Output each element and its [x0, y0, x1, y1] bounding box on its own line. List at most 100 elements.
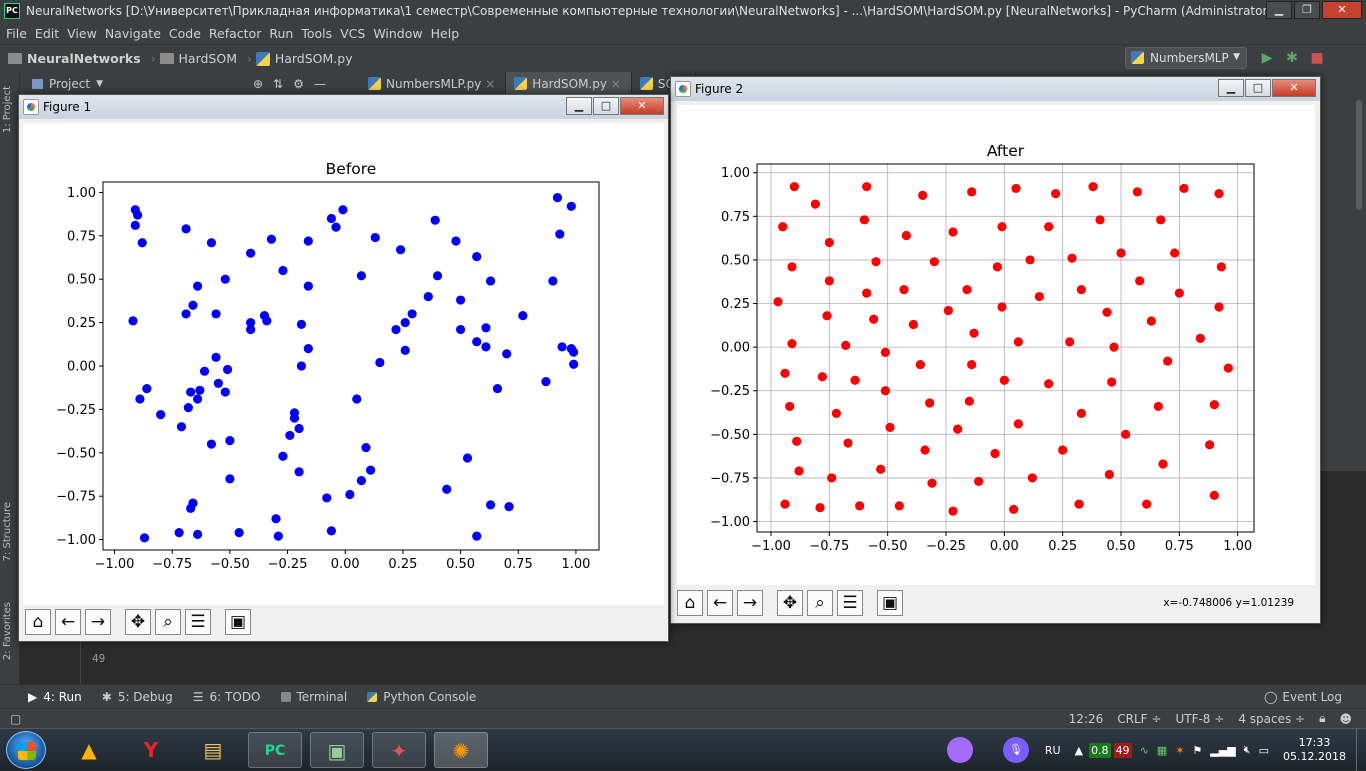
start-button[interactable] [6, 731, 46, 769]
pan-icon[interactable]: ✥ [125, 609, 151, 635]
menu-view[interactable]: View [67, 25, 97, 41]
debug-icon[interactable]: ✱ [1286, 50, 1298, 66]
chevron-down-icon[interactable]: ▼ [96, 78, 103, 89]
zoom-icon[interactable]: ⌕ [155, 609, 181, 635]
language-indicator[interactable]: RU [1044, 743, 1061, 757]
hide-icon[interactable]: — [313, 76, 326, 91]
avast-icon[interactable]: ▲ [81, 738, 97, 762]
indent-setting[interactable]: 4 spaces ÷ [1238, 711, 1306, 726]
project-panel-label[interactable]: Project [49, 76, 91, 91]
zoom-icon[interactable]: ⌕ [807, 590, 833, 616]
breadcrumb-project[interactable]: NeuralNetworks [8, 51, 141, 66]
back-icon[interactable]: ← [707, 590, 733, 616]
maximize-icon[interactable]: □ [593, 97, 619, 115]
line-separator[interactable]: CRLF ÷ [1117, 711, 1162, 726]
locate-icon[interactable]: ⊕ [252, 76, 264, 91]
layout-toggle-icon[interactable]: ▢ [10, 712, 22, 726]
avast-tray-icon[interactable]: ✶ [1175, 743, 1185, 757]
editor-scrollbar[interactable] [1356, 100, 1362, 210]
menu-refactor[interactable]: Refactor [208, 25, 262, 41]
menu-vcs[interactable]: VCS [340, 25, 366, 41]
forward-icon[interactable]: → [85, 609, 111, 635]
figure-2-title-bar[interactable]: Figure 2 ▁ □ ✕ [671, 77, 1320, 101]
menu-run[interactable]: Run [269, 25, 294, 41]
menu-file[interactable]: File [6, 25, 27, 41]
forward-icon[interactable]: → [737, 590, 763, 616]
breadcrumb-file[interactable]: HardSOM.py [255, 51, 353, 66]
tool-tab-structure[interactable]: 7: Structure [2, 502, 13, 562]
monitor-taskbar-icon[interactable]: ▣ [310, 732, 364, 768]
maximize-icon[interactable]: □ [1245, 79, 1271, 97]
yandex-browser-icon[interactable]: Y [143, 738, 159, 762]
file-encoding[interactable]: UTF-8 ÷ [1175, 711, 1225, 726]
configure-icon[interactable]: ☰ [185, 609, 211, 635]
explorer-icon[interactable]: ▤ [203, 738, 223, 762]
network-icon[interactable]: ▂▄▆ [1210, 743, 1236, 757]
figure-1-title-bar[interactable]: Figure 1 ▁ □ ✕ [19, 95, 668, 119]
tool-tab-project[interactable]: 1: Project [2, 86, 13, 134]
show-desktop-button[interactable] [1356, 729, 1366, 771]
run-icon[interactable]: ▶ [1261, 50, 1273, 66]
minimize-icon[interactable]: ▁ [1218, 79, 1244, 97]
tab-numbersmlp[interactable]: NumbersMLP.py × [360, 72, 507, 96]
before-data-point [481, 342, 491, 352]
event-log-button[interactable]: ◯ Event Log [1264, 690, 1342, 704]
menu-navigate[interactable]: Navigate [104, 25, 161, 41]
figure-2-canvas[interactable]: −1.00 −0.75 −0.50 −0.25 0.00 0.25 0.50 0.75 1.00… [677, 105, 1315, 585]
save-icon[interactable]: ▣ [225, 609, 251, 635]
caret-position[interactable]: 12:26 [1068, 711, 1104, 726]
save-icon[interactable]: ▣ [877, 590, 903, 616]
pan-icon[interactable]: ✥ [777, 590, 803, 616]
menu-code[interactable]: Code [168, 25, 201, 41]
minimize-icon[interactable]: ▁ [566, 97, 592, 115]
app-taskbar-icon[interactable]: ✦ [372, 732, 426, 768]
figure-2-window: Figure 2 ▁ □ ✕ −1.00 −0.75 −0.50 −0.25 0.00 0… [670, 76, 1321, 624]
alice-icon[interactable] [946, 737, 973, 763]
after-data-point [1195, 333, 1205, 344]
pycharm-taskbar-icon[interactable]: PC [248, 732, 302, 768]
menu-edit[interactable]: Edit [34, 25, 60, 41]
tray-app-icon[interactable]: ▦ [1156, 743, 1168, 757]
menu-window[interactable]: Window [373, 25, 423, 41]
close-icon[interactable]: ✕ [1322, 1, 1362, 19]
stop-icon[interactable]: ■ [1310, 50, 1324, 66]
tab-run[interactable]: ▶ 4: Run [28, 690, 82, 704]
gear-icon[interactable]: ⚙ [293, 76, 304, 91]
before-data-point [137, 238, 147, 248]
tab-todo[interactable]: ☰ 6: TODO [193, 690, 261, 704]
close-icon[interactable]: × [485, 77, 496, 91]
close-icon[interactable]: × [610, 77, 621, 91]
tab-python-console[interactable]: Python Console [367, 690, 476, 704]
run-config-select[interactable]: NumbersMLP ▼ [1125, 47, 1247, 69]
show-hidden-icons[interactable]: ▲ [1074, 743, 1084, 757]
figure-1-canvas[interactable]: −1.00 −0.75 −0.50 −0.25 0.00 0.25 0.50 0.75 1.00… [23, 123, 664, 605]
minimize-icon[interactable]: ▁ [1266, 1, 1292, 19]
battery-icon[interactable]: ▭ [1258, 743, 1270, 757]
microphone-icon[interactable]: 🎙︎ [1002, 737, 1029, 763]
menu-help[interactable]: Help [430, 25, 460, 41]
tab-terminal[interactable]: Terminal [280, 690, 347, 704]
close-icon[interactable]: ✕ [1272, 79, 1316, 97]
menu-tools[interactable]: Tools [301, 25, 333, 41]
back-icon[interactable]: ← [55, 609, 81, 635]
tab-hardsom[interactable]: HardSOM.py × [506, 72, 632, 96]
home-icon[interactable]: ⌂ [25, 609, 51, 635]
split-icon[interactable]: ⇅ [273, 76, 284, 91]
activity-icon[interactable]: ∿ [1139, 743, 1149, 757]
after-data-point [974, 476, 984, 487]
configure-icon[interactable]: ☰ [837, 590, 863, 616]
home-icon[interactable]: ⌂ [677, 590, 703, 616]
tool-tab-favorites[interactable]: 2: Favorites [2, 602, 13, 661]
tab-debug[interactable]: ✱ 5: Debug [102, 690, 173, 704]
inspector-icon[interactable]: ☻ [1339, 711, 1352, 726]
clock[interactable]: 17:33 05.12.2018 [1283, 736, 1346, 764]
breadcrumb-folder[interactable]: HardSOM [159, 51, 237, 66]
flag-icon[interactable]: ⚑ [1192, 743, 1203, 757]
after-data-point [990, 448, 1000, 459]
lock-icon[interactable]: 🔒︎ [1319, 711, 1326, 725]
after-data-point [1076, 284, 1086, 295]
close-icon[interactable]: ✕ [620, 97, 664, 115]
restore-icon[interactable]: ❐ [1294, 1, 1320, 19]
volume-icon[interactable]: 🔇︎ [1243, 743, 1251, 756]
matplotlib-taskbar-icon[interactable]: ✺ [434, 732, 488, 768]
